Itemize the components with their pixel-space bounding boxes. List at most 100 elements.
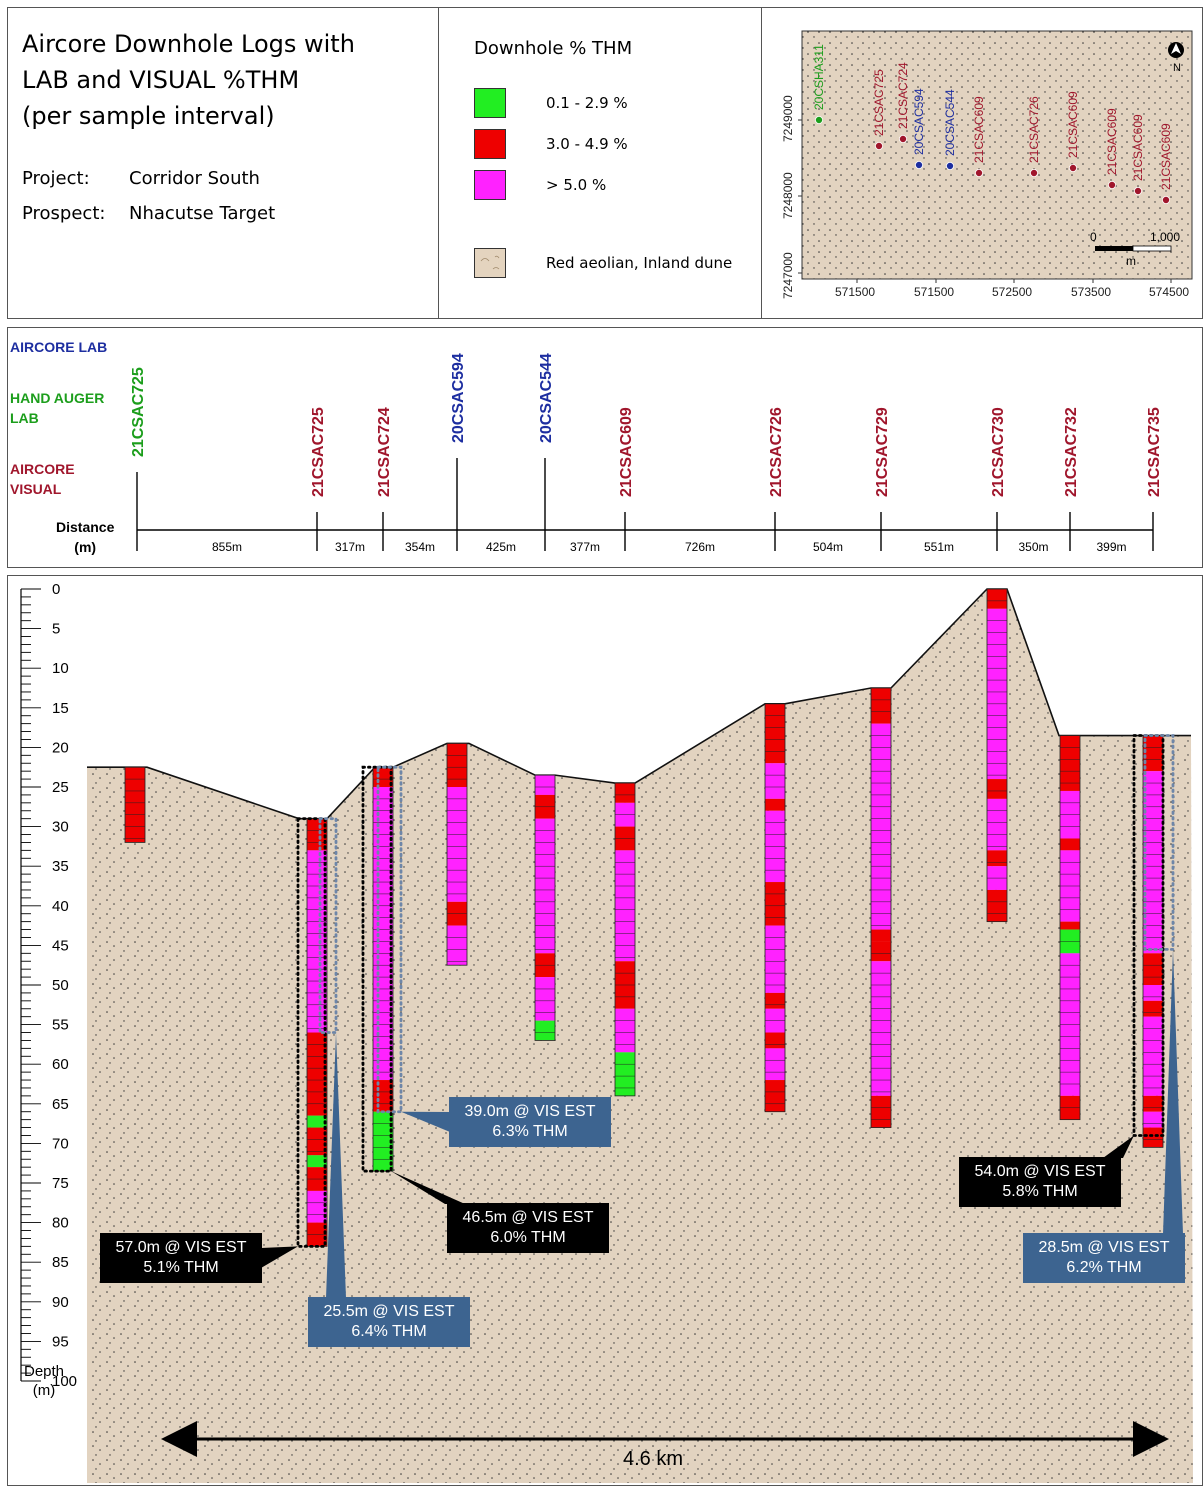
sample-interval bbox=[1143, 735, 1163, 772]
distance-segment-label: 399m bbox=[1096, 540, 1126, 554]
depth-tick-label: 50 bbox=[52, 977, 69, 994]
depth-tick-label: 75 bbox=[52, 1175, 69, 1192]
callout-pointer bbox=[1163, 949, 1183, 1234]
callout-text: 6.2% THM bbox=[1066, 1259, 1141, 1276]
mineralised-interval-bracket bbox=[318, 817, 338, 1034]
sample-interval bbox=[987, 850, 1007, 867]
legend-aircore-visual-line-2: VISUAL bbox=[10, 481, 62, 497]
location-map: N 7249000 7248000 7247000 571500 571500 … bbox=[781, 30, 1193, 299]
depth-axis: 0 5 10 15 20 25 30 35 40 45 50 55 60 65 70 75 80 85 90 95 10… bbox=[20, 581, 77, 1390]
depth-axis-label-line-2: (m) bbox=[32, 1382, 56, 1399]
project-value: Corridor South bbox=[129, 168, 260, 189]
north-label: N bbox=[1173, 62, 1181, 74]
section-hole-header: 21CSAC725 21CSAC725 21CSAC724 20CSAC594 20CS… bbox=[130, 353, 1163, 554]
map-hole-marker bbox=[974, 168, 983, 177]
callout-pointer bbox=[261, 1246, 298, 1268]
depth-tick-label: 95 bbox=[52, 1333, 69, 1350]
prospect-row: Prospect: Nhacutse Target bbox=[22, 203, 275, 224]
sand-texture-icon bbox=[480, 255, 500, 270]
grade-callout: 39.0m @ VIS EST 6.3% THM bbox=[401, 1097, 611, 1147]
sample-interval bbox=[765, 925, 785, 993]
depth-axis-label-line-1: Depth bbox=[24, 1363, 65, 1380]
callout-box bbox=[959, 1157, 1121, 1207]
callout-box bbox=[447, 1203, 609, 1253]
map-x-tick-4: 573500 bbox=[1071, 285, 1111, 299]
map-x-tick-5: 574500 bbox=[1149, 285, 1189, 299]
sample-interval bbox=[871, 723, 891, 930]
grade-callout: 57.0m @ VIS EST 5.1% THM bbox=[100, 1233, 298, 1283]
legend-aircore-lab: AIRCORE LAB bbox=[10, 339, 108, 355]
map-x-tick-1: 571500 bbox=[835, 285, 875, 299]
depth-tick-label: 55 bbox=[52, 1017, 69, 1034]
sample-interval bbox=[125, 767, 145, 843]
section-hole-label: 21CSAC725 bbox=[130, 367, 147, 457]
grade-callout: 46.5m @ VIS EST 6.0% THM bbox=[391, 1171, 609, 1253]
callout-text: 54.0m @ VIS EST bbox=[975, 1163, 1106, 1180]
map-scale-unit: m bbox=[1126, 254, 1136, 268]
map-hole-marker bbox=[875, 141, 884, 150]
callout-text: 39.0m @ VIS EST bbox=[465, 1103, 596, 1120]
sample-interval bbox=[307, 1127, 327, 1156]
sample-interval bbox=[535, 1020, 555, 1041]
drill-hole-log bbox=[446, 743, 468, 966]
map-y-tick-2: 7248000 bbox=[781, 172, 795, 219]
depth-tick-label: 15 bbox=[52, 700, 69, 717]
depth-tick-label: 40 bbox=[52, 898, 69, 915]
title-line-1: Aircore Downhole Logs with bbox=[22, 30, 355, 58]
sample-interval bbox=[615, 850, 635, 962]
grade-callout: 54.0m @ VIS EST 5.8% THM bbox=[959, 1135, 1134, 1207]
drill-hole-log bbox=[1142, 735, 1164, 1148]
depth-tick-label: 90 bbox=[52, 1294, 69, 1311]
distance-segment-label: 317m bbox=[335, 540, 365, 554]
sample-interval bbox=[1143, 1111, 1163, 1128]
distance-segment-label: 350m bbox=[1018, 540, 1048, 554]
map-hole-label: 20CSHA311 bbox=[812, 44, 826, 110]
map-scale-start: 0 bbox=[1090, 230, 1097, 244]
callout-text: 6.4% THM bbox=[351, 1323, 426, 1340]
callout-text: 5.1% THM bbox=[143, 1259, 218, 1276]
legend-swatch-green bbox=[474, 88, 506, 118]
distance-segment-label: 504m bbox=[813, 540, 843, 554]
depth-tick-label: 60 bbox=[52, 1056, 69, 1073]
map-hole-label: 21CSAC609 bbox=[1159, 123, 1173, 190]
sample-interval bbox=[1143, 1095, 1163, 1112]
prospect-label: Prospect: bbox=[22, 203, 106, 224]
map-x-tick-3: 572500 bbox=[992, 285, 1032, 299]
callout-pointer bbox=[391, 1171, 465, 1204]
sample-interval bbox=[307, 818, 327, 851]
legend-aircore-visual-line-1: AIRCORE bbox=[10, 461, 75, 477]
drill-hole-log bbox=[870, 687, 892, 1128]
diagram-title: Aircore Downhole Logs with LAB and VISUA… bbox=[22, 26, 355, 134]
map-hole-marker bbox=[1161, 195, 1170, 204]
section-hole-label: 20CSAC594 bbox=[450, 353, 467, 443]
drill-hole-log bbox=[614, 782, 636, 1097]
depth-tick-label: 80 bbox=[52, 1215, 69, 1232]
sample-interval bbox=[987, 608, 1007, 780]
sample-interval bbox=[447, 787, 467, 902]
drill-hole-log bbox=[986, 588, 1008, 923]
sample-interval bbox=[987, 589, 1007, 609]
section-header-panel bbox=[7, 327, 1203, 568]
section-hole-label: 21CSAC729 bbox=[874, 407, 891, 497]
sample-interval bbox=[1143, 1000, 1163, 1017]
depth-tick-label: 85 bbox=[52, 1254, 69, 1271]
map-hole-marker bbox=[898, 134, 907, 143]
title-line-3: (per sample interval) bbox=[22, 102, 275, 130]
depth-tick-label: 10 bbox=[52, 660, 69, 677]
map-y-tick-3: 7247000 bbox=[781, 252, 795, 299]
map-hole-marker bbox=[914, 160, 923, 169]
legend-label-sand: Red aeolian, Inland dune bbox=[546, 254, 733, 272]
sample-interval bbox=[1143, 953, 1163, 985]
legend-hand-auger-line-1: HAND AUGER bbox=[10, 390, 105, 406]
map-hole-marker bbox=[1029, 168, 1038, 177]
drill-hole-log bbox=[1059, 735, 1081, 1121]
distance-segment-label: 354m bbox=[405, 540, 435, 554]
sample-interval bbox=[307, 850, 327, 1033]
section-hole-label: 21CSAC724 bbox=[376, 407, 393, 497]
section-hole-label: 20CSAC544 bbox=[538, 353, 555, 443]
map-hole-marker bbox=[945, 161, 954, 170]
legend-aircore-visual: AIRCORE VISUAL bbox=[10, 459, 75, 499]
sample-interval bbox=[765, 882, 785, 926]
map-hole-label: 21CSAC724 bbox=[896, 62, 910, 129]
sample-interval bbox=[1143, 1127, 1163, 1148]
